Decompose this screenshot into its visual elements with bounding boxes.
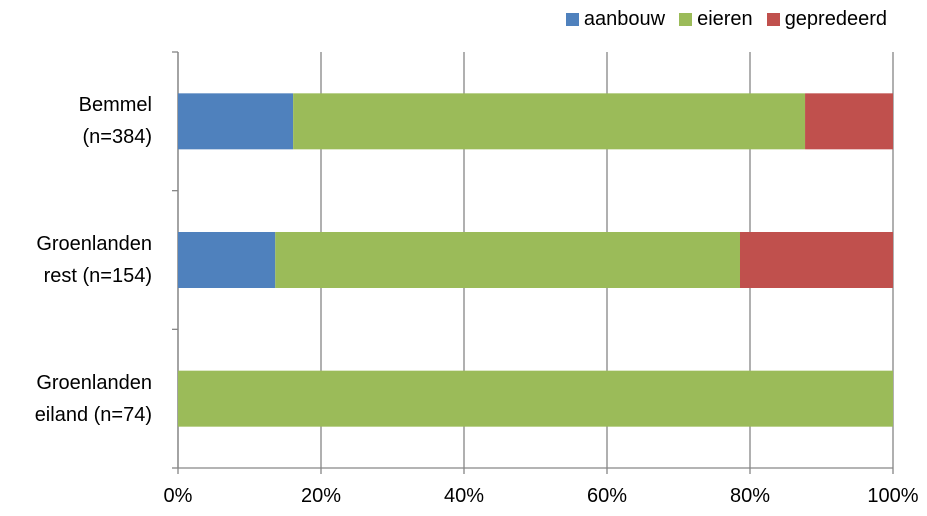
category-label: Bemmel (n=384) — [78, 94, 152, 149]
legend-label: gepredeerd — [784, 8, 887, 30]
x-tick-label: 60% — [587, 485, 627, 507]
legend: aanbouw eieren gepredeerd — [565, 8, 887, 31]
legend-label: eieren — [697, 8, 753, 30]
x-tick-label: 40% — [444, 485, 484, 507]
legend-swatch — [766, 13, 780, 26]
bar-segment — [805, 93, 893, 150]
legend-label: aanbouw — [583, 8, 666, 30]
bar-segment — [275, 232, 740, 288]
x-tick-label: 100% — [867, 485, 918, 507]
bar-segment — [178, 370, 893, 427]
bar-segment — [293, 93, 806, 150]
legend-item: gepredeerd — [766, 8, 887, 31]
legend-item: aanbouw — [565, 8, 666, 31]
x-tick-label: 0% — [164, 485, 193, 507]
category-label: Groenlanden eiland (n=74) — [34, 371, 152, 426]
bar-segment — [739, 232, 893, 288]
bar-segment — [178, 93, 294, 150]
x-tick-label: 80% — [730, 485, 770, 507]
bar-segment — [178, 232, 276, 288]
legend-swatch — [679, 13, 693, 26]
category-label: Groenlanden rest (n=154) — [36, 233, 152, 287]
x-tick-label: 20% — [301, 485, 341, 507]
legend-swatch — [565, 13, 579, 26]
legend-item: eieren — [679, 8, 753, 31]
